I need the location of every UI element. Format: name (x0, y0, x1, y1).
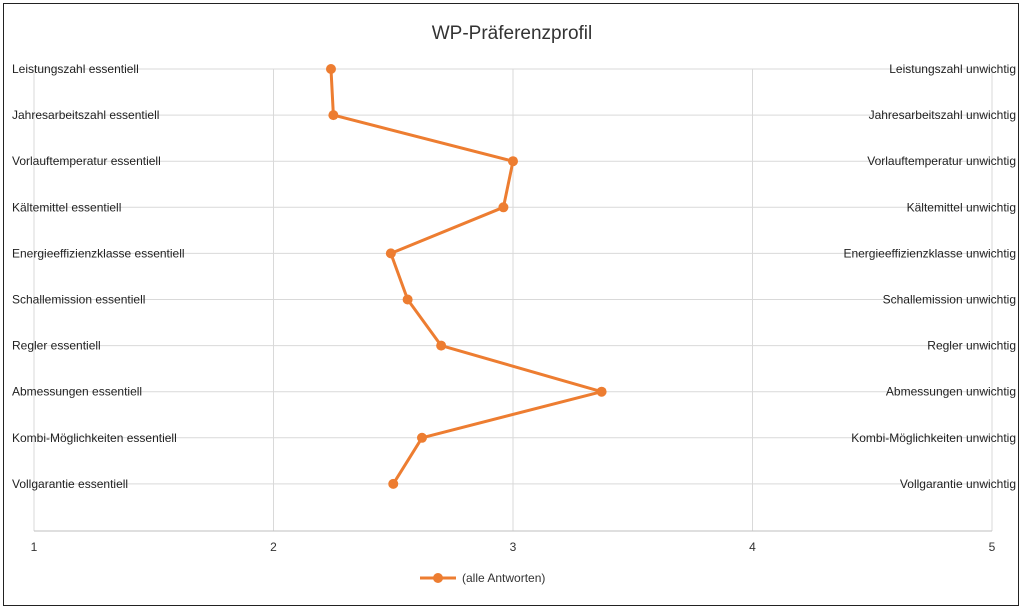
x-tick-label: 5 (989, 540, 996, 554)
data-point (402, 294, 413, 305)
left-category-label: Jahresarbeitszahl essentiell (12, 108, 159, 122)
right-category-label: Jahresarbeitszahl unwichtig (869, 108, 1016, 122)
right-category-label: Schallemission unwichtig (883, 293, 1016, 307)
data-point (498, 202, 509, 213)
data-point (328, 110, 339, 121)
label-layer: Leistungszahl essentiell Jahresarbeitszah… (12, 62, 1016, 491)
left-category-label: Schallemission essentiell (12, 293, 145, 307)
chart-svg: WP-Präferenzprofil 1 2 3 4 5 Leistungszahl e… (12, 23, 1016, 585)
right-category-label: Kombi-Möglichkeiten unwichtig (851, 431, 1016, 445)
x-tick-label: 3 (510, 540, 517, 554)
axis-layer: 1 2 3 4 5 (31, 530, 996, 554)
legend-dot-marker (433, 573, 443, 583)
data-point (416, 432, 427, 443)
x-tick-label: 4 (749, 540, 756, 554)
chart-frame: WP-Präferenzprofil 1 2 3 4 5 Leistungszahl e… (3, 3, 1019, 606)
legend: (alle Antworten) (420, 571, 545, 585)
series-line (329, 68, 604, 485)
series-layer (325, 64, 607, 489)
left-category-label: Kombi-Möglichkeiten essentiell (12, 431, 177, 445)
left-category-label: Energieeffizienzklasse essentiell (12, 246, 185, 260)
data-point (508, 156, 518, 167)
right-category-label: Vollgarantie unwichtig (900, 477, 1016, 491)
left-category-label: Vollgarantie essentiell (12, 477, 128, 491)
x-tick-label: 2 (270, 540, 277, 554)
left-category-label: Regler essentiell (12, 339, 101, 353)
left-category-label: Leistungszahl essentiell (12, 62, 139, 76)
right-category-label: Vorlauftemperatur unwichtig (867, 154, 1016, 168)
left-category-label: Vorlauftemperatur essentiell (12, 154, 161, 168)
left-category-label: Abmessungen essentiell (12, 385, 142, 399)
data-point (596, 386, 607, 397)
legend-label: (alle Antworten) (462, 571, 545, 585)
right-category-label: Regler unwichtig (927, 339, 1016, 353)
data-point (436, 340, 447, 351)
data-point (385, 248, 396, 259)
x-tick-label: 1 (31, 540, 38, 554)
chart-title: WP-Präferenzprofil (432, 23, 593, 44)
right-category-label: Kältemittel unwichtig (907, 200, 1016, 214)
grid-layer (33, 68, 993, 531)
right-category-label: Energieeffizienzklasse unwichtig (843, 246, 1016, 260)
data-point (388, 478, 399, 489)
right-category-label: Abmessungen unwichtig (886, 385, 1016, 399)
right-category-label: Leistungszahl unwichtig (889, 62, 1016, 76)
data-point (325, 64, 336, 74)
left-category-label: Kältemittel essentiell (12, 200, 121, 214)
